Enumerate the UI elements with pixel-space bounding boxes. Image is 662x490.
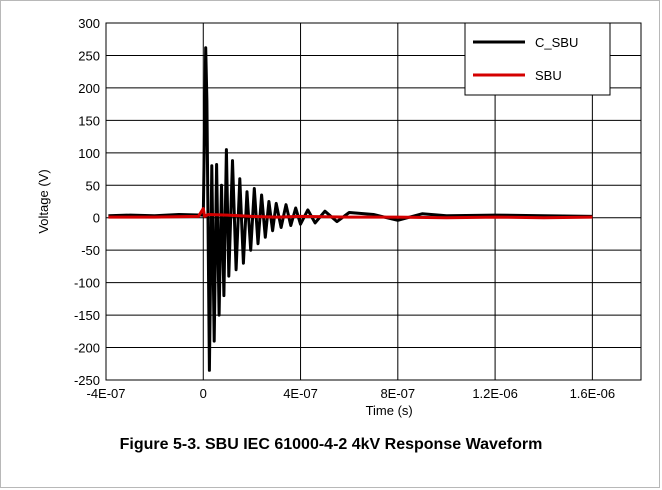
y-axis-label: Voltage (V) bbox=[36, 169, 51, 233]
y-tick-label: 250 bbox=[78, 48, 100, 63]
legend-label: SBU bbox=[535, 68, 562, 83]
x-tick-label: 4E-07 bbox=[283, 386, 318, 401]
x-tick-labels: -4E-07 0 4E-07 8E-07 1.2E-06 1.6E-06 bbox=[86, 386, 615, 401]
series-layer bbox=[108, 46, 593, 372]
x-tick-label: 8E-07 bbox=[380, 386, 415, 401]
x-axis-label: Time (s) bbox=[366, 403, 413, 418]
y-tick-label: 50 bbox=[86, 178, 100, 193]
legend: C_SBU SBU bbox=[464, 22, 611, 96]
y-tick-label: -50 bbox=[81, 243, 100, 258]
y-tick-label: 300 bbox=[78, 16, 100, 31]
series-line-sbu bbox=[108, 207, 593, 220]
y-tick-label: -100 bbox=[74, 276, 100, 291]
y-tick-label: 0 bbox=[93, 211, 100, 226]
x-tick-label: 0 bbox=[200, 386, 207, 401]
y-tick-label: 200 bbox=[78, 81, 100, 96]
y-tick-labels: -250 -200 -150 -100 -50 0 50 100 150 200 250 300 bbox=[74, 16, 100, 388]
y-tick-label: -200 bbox=[74, 341, 100, 356]
x-tick-label: -4E-07 bbox=[86, 386, 125, 401]
y-tick-label: 100 bbox=[78, 146, 100, 161]
plot-border bbox=[105, 22, 642, 381]
x-tick-label: 1.2E-06 bbox=[472, 386, 518, 401]
legend-box bbox=[464, 22, 611, 96]
y-tick-label: -150 bbox=[74, 308, 100, 323]
x-tick-label: 1.6E-06 bbox=[570, 386, 616, 401]
figure-caption: Figure 5-3. SBU IEC 61000-4-2 4kV Respon… bbox=[119, 436, 543, 453]
y-tick-label: -250 bbox=[74, 373, 100, 388]
legend-label: C_SBU bbox=[535, 35, 578, 50]
y-tick-label: 150 bbox=[78, 113, 100, 128]
voltage-time-chart: -4E-07 0 4E-07 8E-07 1.2E-06 1.6E-06 -250 -200… bbox=[36, 16, 642, 418]
